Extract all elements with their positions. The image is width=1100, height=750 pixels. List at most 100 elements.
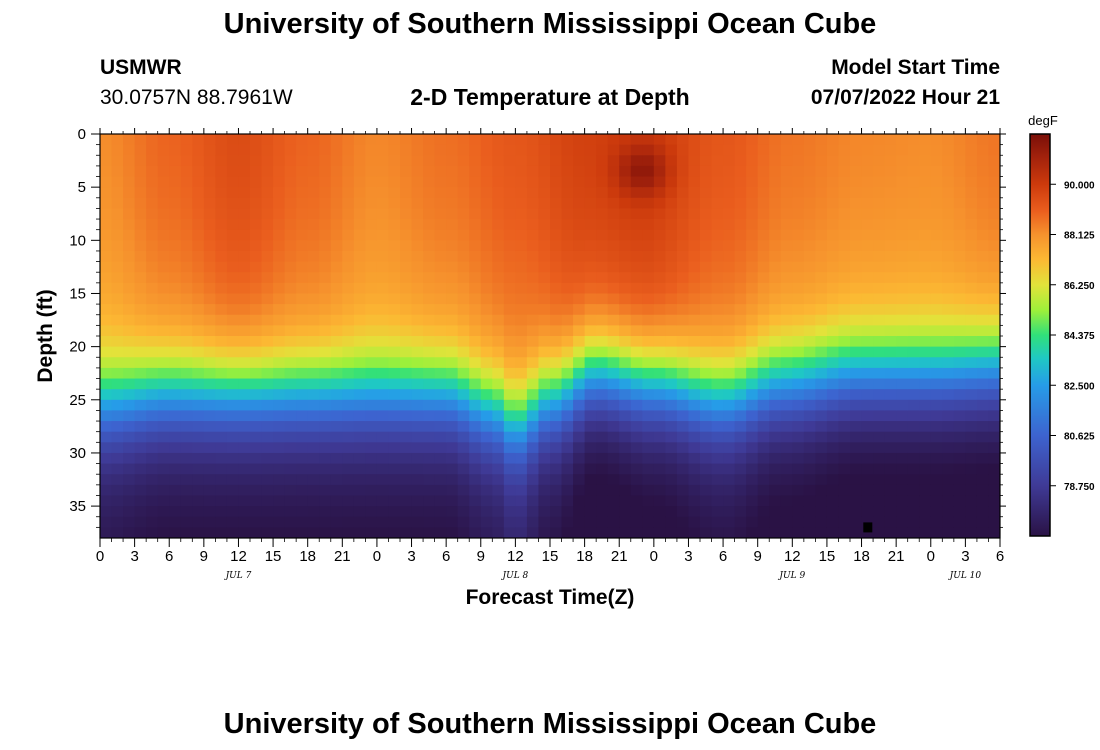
heatmap-cell [226,282,240,295]
heatmap-cell [250,155,263,167]
heatmap-cell [907,474,920,486]
heatmap-cell [607,452,620,465]
heatmap-cell [688,219,701,231]
heatmap-cell [734,293,747,305]
heatmap-cell [584,272,597,284]
heatmap-cell [607,240,620,252]
heatmap-cell [180,389,193,401]
heatmap-cell [550,495,563,507]
heatmap-cell [469,261,482,273]
heatmap-cell [550,410,563,422]
heatmap-cell [838,208,851,220]
heatmap-cell [930,410,943,422]
heatmap-cell [907,250,920,263]
heatmap-cell [688,463,701,475]
heatmap-cell [688,272,701,284]
heatmap-cell [192,431,205,443]
heatmap-cell [480,155,493,167]
heatmap-cell [826,144,840,156]
heatmap-cell [123,240,136,252]
heatmap-cell [180,197,193,210]
heatmap-cell [757,187,770,199]
heatmap-cell [965,293,978,305]
heatmap-cell [746,272,759,284]
heatmap-cell [596,208,609,220]
heatmap-cell [169,378,182,390]
heatmap-cell [942,495,955,507]
heatmap-cell [803,282,816,295]
heatmap-cell [861,410,874,422]
x-tick-label: 12 [230,548,247,565]
heatmap-cell [492,506,505,518]
heatmap-cell [319,357,332,369]
heatmap-cell [226,378,240,390]
heatmap-cell [284,165,297,178]
heatmap-cell [861,176,874,188]
heatmap-cell [850,250,863,263]
heatmap-cell [238,134,251,146]
heatmap-cell [503,336,516,348]
heatmap-cell [203,378,216,390]
heatmap-cell [134,176,147,188]
heatmap-cell [180,134,193,146]
heatmap-cell [273,442,286,454]
heatmap-cell [526,208,540,220]
heatmap-cell [134,155,147,167]
heatmap-cell [203,240,216,252]
heatmap-cell [296,495,309,507]
heatmap-cell [434,389,447,401]
heatmap-cell [769,165,782,178]
heatmap-cell [965,527,978,538]
heatmap-cell [619,431,632,443]
heatmap-cell [446,155,459,167]
heatmap-cell [815,219,828,231]
heatmap-cell [642,176,655,188]
heatmap-cell [284,336,297,348]
heatmap-cell [411,495,424,507]
heatmap-cell [850,134,863,146]
heatmap-cell [642,367,655,380]
heatmap-cell [376,452,390,465]
heatmap-cell [988,240,1000,252]
heatmap-cell [226,134,240,146]
heatmap-cell [273,208,286,220]
heatmap-cell [884,144,897,156]
heatmap-cell [330,314,343,326]
heatmap-cell [734,410,747,422]
heatmap-cell [573,421,586,433]
heatmap-cell [100,346,113,358]
heatmap-cell [976,176,990,188]
heatmap-cell [319,144,332,156]
heatmap-cell [942,282,955,295]
heatmap-cell [803,463,816,475]
heatmap-cell [526,282,540,295]
heatmap-cell [700,229,713,241]
heatmap-cell [988,219,1000,231]
heatmap-cell [388,176,401,188]
heatmap-cell [515,442,528,454]
heatmap-cell [526,197,540,210]
heatmap-cell [538,282,551,295]
heatmap-cell [480,442,493,454]
heatmap-cell [596,431,609,443]
heatmap-cell [480,325,493,337]
heatmap-cell [365,165,378,178]
heatmap-cell [434,261,447,273]
heatmap-cell [330,282,343,295]
heatmap-cell [180,410,193,422]
heatmap-cell [123,421,136,433]
heatmap-cell [746,293,759,305]
heatmap-cell [676,165,690,178]
heatmap-cell [723,410,736,422]
heatmap-cell [942,325,955,337]
heatmap-cell [965,240,978,252]
heatmap-cell [123,197,136,210]
heatmap-cell [215,484,228,497]
heatmap-cell [411,155,424,167]
heatmap-cell [861,134,874,146]
heatmap-cell [976,314,990,326]
heatmap-cell [400,240,413,252]
heatmap-cell [411,314,424,326]
heatmap-cell [676,484,690,497]
heatmap-cell [411,378,424,390]
